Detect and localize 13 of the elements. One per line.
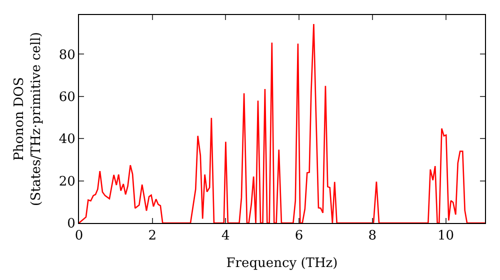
x-tick-label: 4 <box>222 228 230 244</box>
x-tick-label: 6 <box>294 228 304 244</box>
y-tick-label: 20 <box>58 174 76 190</box>
x-tick-label: 10 <box>437 228 454 244</box>
y-tick-label: 0 <box>67 216 76 232</box>
x-tick-label: 8 <box>368 228 377 244</box>
x-axis-title: Frequency (THz) <box>226 256 338 272</box>
x-tick-label: 2 <box>148 228 156 244</box>
line-series <box>79 23 485 223</box>
y-axis-title: Phonon DOS (States/THz·primitive cell) <box>12 32 44 206</box>
y-tick-label: 80 <box>58 48 76 63</box>
y-tick-label: 60 <box>58 90 76 105</box>
y-tick-label: 40 <box>58 132 76 148</box>
